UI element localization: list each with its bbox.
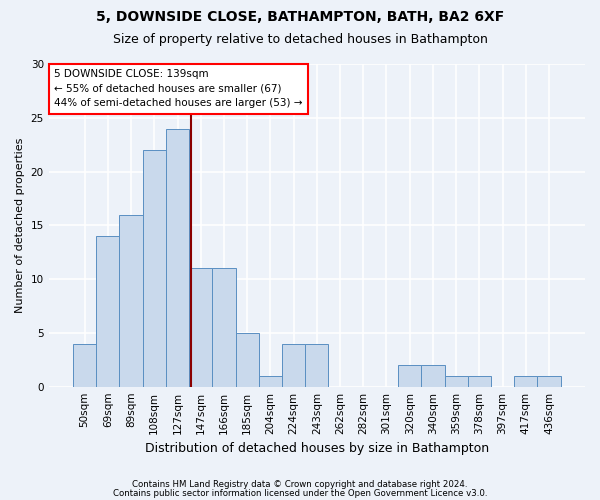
Bar: [119, 214, 143, 386]
Bar: [73, 344, 96, 386]
Y-axis label: Number of detached properties: Number of detached properties: [15, 138, 25, 313]
Bar: [421, 365, 445, 386]
Bar: [445, 376, 468, 386]
Bar: [538, 376, 560, 386]
Bar: [468, 376, 491, 386]
Text: 5 DOWNSIDE CLOSE: 139sqm
← 55% of detached houses are smaller (67)
44% of semi-d: 5 DOWNSIDE CLOSE: 139sqm ← 55% of detach…: [54, 69, 302, 108]
X-axis label: Distribution of detached houses by size in Bathampton: Distribution of detached houses by size …: [145, 442, 489, 455]
Text: 5, DOWNSIDE CLOSE, BATHAMPTON, BATH, BA2 6XF: 5, DOWNSIDE CLOSE, BATHAMPTON, BATH, BA2…: [96, 10, 504, 24]
Text: Contains HM Land Registry data © Crown copyright and database right 2024.: Contains HM Land Registry data © Crown c…: [132, 480, 468, 489]
Bar: [189, 268, 212, 386]
Bar: [236, 333, 259, 386]
Bar: [143, 150, 166, 386]
Bar: [212, 268, 236, 386]
Bar: [96, 236, 119, 386]
Bar: [282, 344, 305, 386]
Bar: [166, 128, 189, 386]
Bar: [259, 376, 282, 386]
Bar: [514, 376, 538, 386]
Bar: [305, 344, 328, 386]
Text: Contains public sector information licensed under the Open Government Licence v3: Contains public sector information licen…: [113, 489, 487, 498]
Text: Size of property relative to detached houses in Bathampton: Size of property relative to detached ho…: [113, 32, 487, 46]
Bar: [398, 365, 421, 386]
